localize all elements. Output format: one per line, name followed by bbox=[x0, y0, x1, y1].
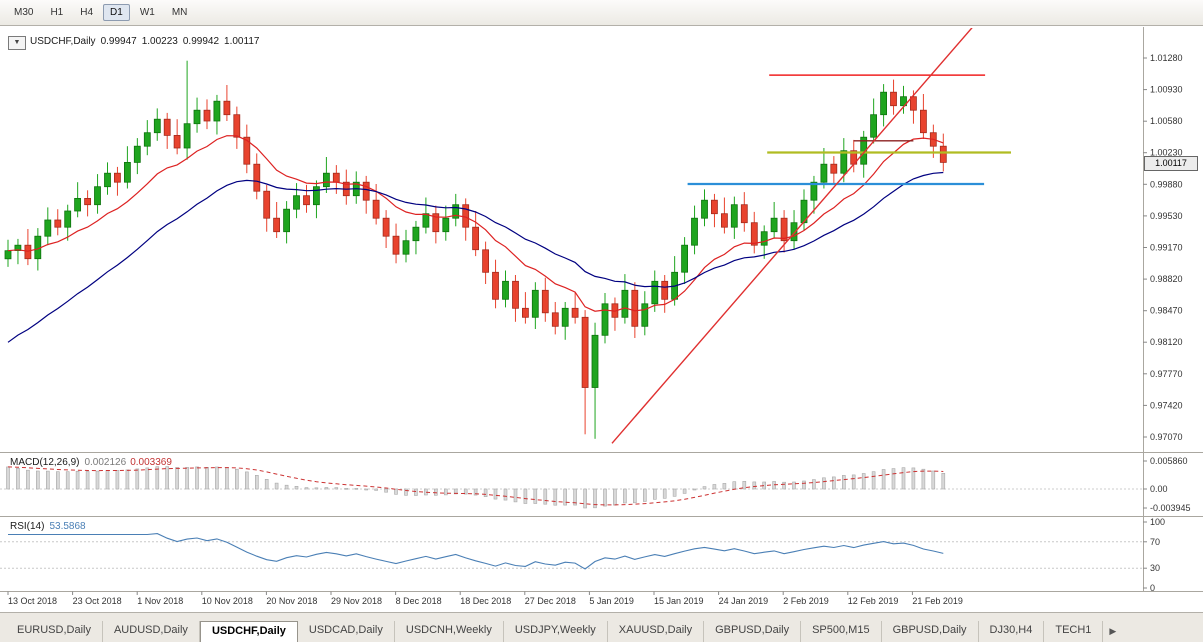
timeframe-h4-button[interactable]: H4 bbox=[80, 7, 94, 18]
chart-tab-usdcnh-weekly[interactable]: USDCNH,Weekly bbox=[395, 621, 504, 642]
svg-text:20 Nov 2018: 20 Nov 2018 bbox=[266, 596, 317, 606]
chart-tab-dj30-h4[interactable]: DJ30,H4 bbox=[979, 621, 1045, 642]
time-axis[interactable]: 13 Oct 2018 23 Oct 2018 1 Nov 2018 10 Nov 2… bbox=[7, 591, 963, 607]
rsi-name: RSI(14) bbox=[10, 521, 45, 532]
rsi-line bbox=[8, 533, 944, 570]
svg-text:1 Nov 2018: 1 Nov 2018 bbox=[137, 596, 183, 606]
svg-text:15 Jan 2019: 15 Jan 2019 bbox=[654, 596, 704, 606]
svg-text:0: 0 bbox=[1150, 583, 1155, 593]
chart-dropdown-icon[interactable]: ▼ bbox=[8, 36, 26, 50]
macd-signal-value: 0.003369 bbox=[130, 457, 172, 468]
svg-text:1.00580: 1.00580 bbox=[1150, 116, 1183, 126]
svg-text:8 Dec 2018: 8 Dec 2018 bbox=[396, 596, 442, 606]
trend-line[interactable] bbox=[611, 27, 973, 444]
chart-tab-usdcad-daily[interactable]: USDCAD,Daily bbox=[298, 621, 395, 642]
timeframe-h1-button[interactable]: H1 bbox=[50, 7, 64, 18]
svg-text:0.97070: 0.97070 bbox=[1150, 432, 1183, 442]
svg-text:13 Oct 2018: 13 Oct 2018 bbox=[8, 596, 57, 606]
svg-text:-0.003945: -0.003945 bbox=[1150, 503, 1191, 513]
svg-text:0.97770: 0.97770 bbox=[1150, 369, 1183, 379]
macd-value: 0.002126 bbox=[84, 457, 127, 468]
svg-text:100: 100 bbox=[1150, 517, 1165, 527]
ohlc-open: 0.99947 bbox=[100, 36, 137, 47]
timeframe-w1-button[interactable]: W1 bbox=[139, 7, 155, 18]
rsi-value: 53.5868 bbox=[49, 521, 86, 532]
svg-text:70: 70 bbox=[1150, 537, 1160, 547]
ohlc-low: 0.99942 bbox=[182, 36, 220, 47]
candles-layer bbox=[4, 60, 947, 439]
chart-tab-sp500-m15[interactable]: SP500,M15 bbox=[801, 621, 882, 642]
macd-indicator-label: MACD(12,26,9) 0.002126 0.003369 bbox=[10, 457, 172, 468]
macd-name: MACD(12,26,9) bbox=[10, 457, 80, 468]
symbol-name: USDCHF,Daily bbox=[30, 36, 96, 47]
svg-text:29 Nov 2018: 29 Nov 2018 bbox=[331, 596, 382, 606]
ma-fast-line[interactable] bbox=[7, 135, 944, 312]
rsi-pane[interactable] bbox=[0, 533, 1143, 570]
chart-tabs: EURUSD,Daily AUDUSD,Daily USDCHF,Daily USDC… bbox=[0, 621, 1124, 642]
current-price-tag: 1.00117 bbox=[1144, 156, 1198, 171]
timeframe-m30-button[interactable]: M30 bbox=[14, 7, 34, 18]
macd-histogram bbox=[6, 466, 946, 509]
svg-text:5 Jan 2019: 5 Jan 2019 bbox=[589, 596, 634, 606]
chart-ohlc-label: USDCHF,Daily 0.99947 1.00223 0.99942 1.00117 bbox=[30, 36, 264, 47]
main-price-pane[interactable] bbox=[4, 27, 1011, 444]
svg-text:0.99170: 0.99170 bbox=[1150, 243, 1183, 253]
svg-text:0.97420: 0.97420 bbox=[1150, 400, 1183, 410]
chart-tab-usdjpy-weekly[interactable]: USDJPY,Weekly bbox=[504, 621, 608, 642]
timeframe-mn-button[interactable]: MN bbox=[171, 7, 188, 18]
svg-text:0.98470: 0.98470 bbox=[1150, 306, 1183, 316]
svg-text:27 Dec 2018: 27 Dec 2018 bbox=[525, 596, 576, 606]
chart-tab-tech1[interactable]: TECH1 bbox=[1044, 621, 1104, 642]
svg-text:0.98820: 0.98820 bbox=[1150, 274, 1183, 284]
svg-text:0.005860: 0.005860 bbox=[1150, 456, 1188, 466]
ma-slow-line[interactable] bbox=[7, 171, 944, 343]
ohlc-high: 1.00223 bbox=[141, 36, 178, 47]
timeframe-d1-button[interactable]: D1 bbox=[103, 4, 130, 21]
svg-text:30: 30 bbox=[1150, 563, 1160, 573]
svg-text:1.00930: 1.00930 bbox=[1150, 85, 1183, 95]
svg-text:0.98120: 0.98120 bbox=[1150, 337, 1183, 347]
svg-text:0.99880: 0.99880 bbox=[1150, 179, 1183, 189]
svg-text:21 Feb 2019: 21 Feb 2019 bbox=[912, 596, 963, 606]
chart-tab-usdchf-daily[interactable]: USDCHF,Daily bbox=[199, 621, 298, 642]
macd-pane[interactable] bbox=[0, 466, 1143, 509]
chart-tabs-bar: EURUSD,Daily AUDUSD,Daily USDCHF,Daily USDC… bbox=[0, 612, 1203, 642]
timeframe-toolbar: M30 H1 H4 D1 W1 MN bbox=[0, 0, 1203, 26]
svg-text:0.00: 0.00 bbox=[1150, 484, 1168, 494]
rsi-indicator-label: RSI(14) 53.5868 bbox=[10, 521, 86, 532]
svg-text:2 Feb 2019: 2 Feb 2019 bbox=[783, 596, 829, 606]
chart-tab-eurusd-daily[interactable]: EURUSD,Daily bbox=[6, 621, 103, 642]
chart-tab-gbpusd-daily[interactable]: GBPUSD,Daily bbox=[704, 621, 802, 642]
svg-text:23 Oct 2018: 23 Oct 2018 bbox=[73, 596, 122, 606]
chart-tab-audusd-daily[interactable]: AUDUSD,Daily bbox=[103, 621, 200, 642]
svg-text:1.00230: 1.00230 bbox=[1150, 148, 1183, 158]
svg-text:24 Jan 2019: 24 Jan 2019 bbox=[719, 596, 769, 606]
timeframe-buttons: M30 H1 H4 D1 W1 MN bbox=[7, 4, 194, 21]
svg-text:0.99530: 0.99530 bbox=[1150, 211, 1183, 221]
price-axis[interactable]: 1.01280 1.00930 1.00580 1.00230 0.99880 0.995… bbox=[1143, 53, 1191, 593]
macd-signal-line bbox=[7, 466, 944, 506]
chart-tab-xauusd-daily[interactable]: XAUUSD,Daily bbox=[608, 621, 705, 642]
ohlc-close: 1.00117 bbox=[224, 36, 260, 47]
tabs-scroll-right-icon[interactable]: ▶ bbox=[1109, 626, 1117, 636]
svg-text:10 Nov 2018: 10 Nov 2018 bbox=[202, 596, 253, 606]
svg-text:18 Dec 2018: 18 Dec 2018 bbox=[460, 596, 511, 606]
svg-text:12 Feb 2019: 12 Feb 2019 bbox=[848, 596, 899, 606]
chart-tab-gbpusd-daily[interactable]: GBPUSD,Daily bbox=[882, 621, 979, 642]
svg-text:1.01280: 1.01280 bbox=[1150, 53, 1183, 63]
